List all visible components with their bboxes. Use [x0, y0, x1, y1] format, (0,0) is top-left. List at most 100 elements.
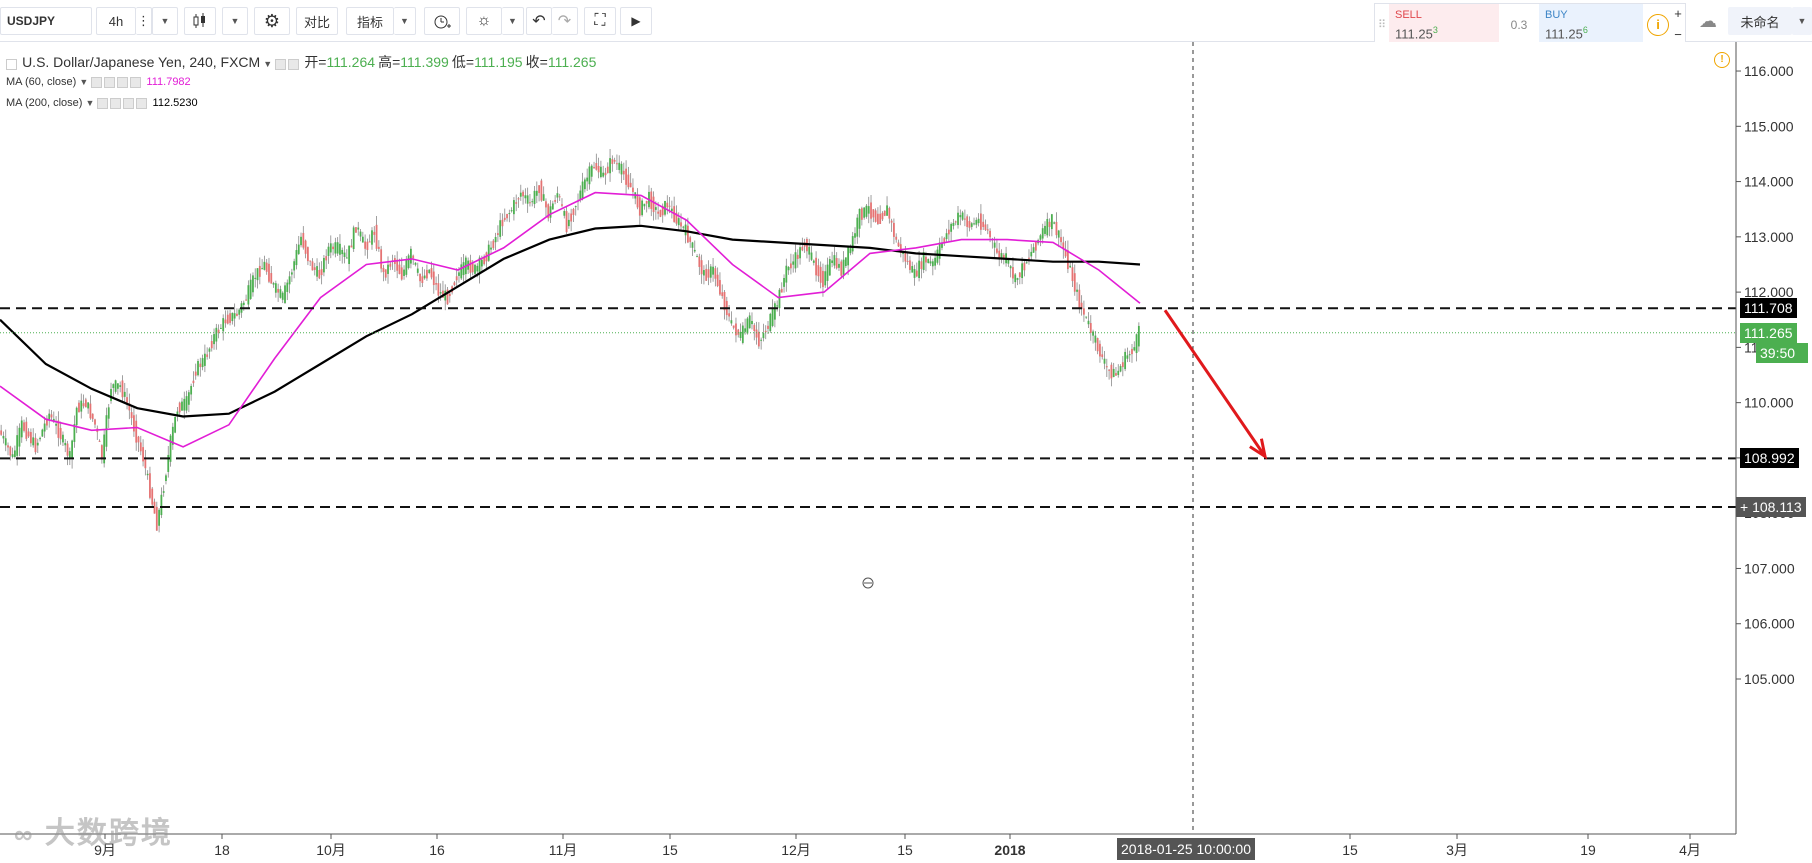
candle-up: [771, 308, 774, 326]
candle-up: [583, 179, 586, 190]
chevron-down-icon[interactable]: ▼: [79, 77, 89, 87]
candle-up: [295, 250, 298, 266]
candle-up: [567, 219, 570, 227]
high-label: 高=: [378, 54, 401, 70]
settings-icon[interactable]: [104, 76, 116, 88]
settings-button[interactable]: ⚙: [254, 7, 290, 35]
candle-down: [572, 208, 575, 215]
info-icon[interactable]: i: [1647, 14, 1669, 36]
indicators-dropdown[interactable]: ▼: [394, 7, 416, 35]
indicators-button[interactable]: 指标: [346, 7, 394, 35]
plus-icon[interactable]: [117, 76, 129, 88]
candle-down: [137, 436, 140, 443]
buy-button[interactable]: BUY 111.256: [1539, 4, 1643, 46]
layout-dropdown[interactable]: ▼: [1792, 7, 1812, 35]
candle-down: [155, 506, 158, 531]
candle-down: [1073, 273, 1076, 292]
collapse-icon[interactable]: [6, 58, 17, 70]
candle-down: [245, 299, 247, 301]
interval-menu-button[interactable]: ⋮: [136, 7, 152, 35]
candle-down: [426, 269, 428, 279]
candle-down: [954, 221, 957, 223]
ma200-label[interactable]: MA (200, close): [6, 97, 83, 109]
candle-down: [1062, 242, 1065, 250]
chart-type-button[interactable]: [184, 7, 216, 35]
chevron-down-icon[interactable]: ▼: [263, 59, 273, 69]
candle-up: [744, 328, 747, 332]
candle-up: [123, 391, 126, 397]
candle-up: [238, 309, 241, 315]
candle-down: [396, 259, 399, 271]
replay-button[interactable]: ▶: [620, 7, 652, 35]
close-icon[interactable]: [130, 76, 142, 88]
candle-up: [62, 434, 64, 443]
settings-icon[interactable]: [288, 58, 300, 70]
quantity-plus-button[interactable]: +: [1674, 6, 1682, 21]
candle-down: [822, 270, 824, 288]
redo-button[interactable]: ↷: [552, 7, 578, 35]
candle-up: [105, 415, 108, 447]
alert-info-icon[interactable]: !: [1714, 52, 1730, 68]
cloud-save-button[interactable]: ☁: [1688, 7, 1728, 35]
candle-up: [352, 227, 355, 250]
candle-down: [400, 267, 403, 280]
drag-handle-icon[interactable]: ⠿: [1377, 19, 1387, 31]
candle-up: [416, 268, 419, 273]
candle-up: [1076, 289, 1078, 292]
eye-icon[interactable]: [275, 58, 287, 70]
alert-button[interactable]: [424, 7, 460, 35]
cloud-icon: ☁: [1699, 10, 1717, 31]
price-axis[interactable]: [1736, 42, 1812, 834]
ideas-dropdown[interactable]: ▼: [502, 7, 524, 35]
interval-dropdown[interactable]: ▼: [152, 7, 178, 35]
settings-icon[interactable]: [110, 97, 122, 109]
chevron-down-icon[interactable]: ▼: [85, 98, 95, 108]
candle-down: [84, 399, 87, 408]
candle-up: [197, 361, 199, 376]
candle-up: [970, 223, 973, 227]
candle-down: [613, 160, 616, 162]
candle-up: [249, 279, 252, 299]
symbol-input[interactable]: USDJPY: [0, 7, 92, 35]
candle-down: [801, 246, 804, 251]
candle-up: [2, 435, 5, 439]
candle-down: [904, 252, 907, 262]
sell-button[interactable]: SELL 111.253: [1389, 4, 1499, 46]
ma60-label[interactable]: MA (60, close): [6, 76, 77, 88]
candle-up: [20, 420, 23, 438]
plus-icon[interactable]: [123, 97, 135, 109]
fullscreen-button[interactable]: ⛶: [584, 7, 616, 35]
interval-button[interactable]: 4h: [96, 7, 136, 35]
candle-up: [80, 400, 83, 412]
eye-icon[interactable]: [97, 97, 109, 109]
ideas-button[interactable]: ☼: [466, 7, 502, 35]
buy-price-main: 111.25: [1545, 26, 1583, 42]
chart-type-dropdown[interactable]: ▼: [222, 7, 248, 35]
candle-up: [162, 491, 165, 493]
candle-up: [812, 260, 815, 263]
candles-icon: [193, 13, 205, 28]
candle-down: [78, 402, 80, 413]
candle-up: [261, 268, 264, 270]
compare-button[interactable]: 对比: [296, 7, 338, 35]
candle-up: [824, 271, 827, 286]
legend-title[interactable]: U.S. Dollar/Japanese Yen, 240, FXCM: [22, 54, 261, 70]
candle-up: [73, 424, 76, 442]
candle-down: [728, 313, 730, 317]
candle-up: [174, 416, 177, 433]
candle-up: [1133, 347, 1136, 351]
undo-button[interactable]: ↶: [526, 7, 552, 35]
quantity-minus-button[interactable]: −: [1674, 27, 1682, 42]
candle-down: [554, 199, 557, 202]
layout-name-button[interactable]: 未命名: [1728, 7, 1792, 35]
layout-name: 未命名: [1740, 14, 1780, 30]
candle-down: [455, 276, 458, 281]
candle-down: [638, 197, 641, 216]
candle-down: [1105, 366, 1108, 368]
candle-down: [874, 210, 877, 222]
eye-icon[interactable]: [91, 76, 103, 88]
candle-up: [116, 383, 119, 389]
candle-down: [442, 290, 444, 298]
close-icon[interactable]: [136, 97, 148, 109]
